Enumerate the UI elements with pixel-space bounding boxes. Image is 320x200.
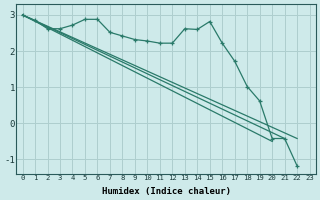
X-axis label: Humidex (Indice chaleur): Humidex (Indice chaleur) bbox=[101, 187, 231, 196]
